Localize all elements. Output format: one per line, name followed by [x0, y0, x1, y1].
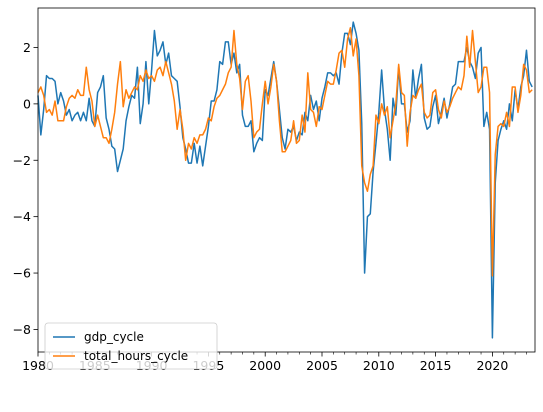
y-tick-label: 0 [23, 96, 31, 111]
legend-label-gdp-cycle: gdp_cycle [84, 330, 144, 344]
y-tick-label: 2 [23, 40, 31, 55]
y-tick-label: −6 [13, 266, 31, 281]
x-tick-label: 2005 [306, 358, 338, 373]
x-tick-label: 2010 [363, 358, 395, 373]
series-line-total-hours-cycle [37, 26, 533, 277]
x-tick-label: 2020 [476, 358, 508, 373]
x-tick-label: 2015 [420, 358, 452, 373]
plot-frame [37, 7, 536, 353]
y-tick-label: −2 [13, 153, 31, 168]
legend-label-total-hours-cycle: total_hours_cycle [84, 349, 188, 363]
legend-box [44, 322, 218, 370]
series-line-gdp-cycle [37, 21, 533, 339]
plot-area [38, 8, 535, 352]
y-tick-label: −8 [13, 322, 31, 337]
x-tick-label: 2000 [249, 358, 281, 373]
y-axis: −8 −6 −4 −2 0 2 [13, 40, 38, 337]
legend: gdp_cycle total_hours_cycle [44, 322, 218, 370]
series-layer [37, 21, 533, 339]
y-tick-label: −4 [13, 209, 31, 224]
